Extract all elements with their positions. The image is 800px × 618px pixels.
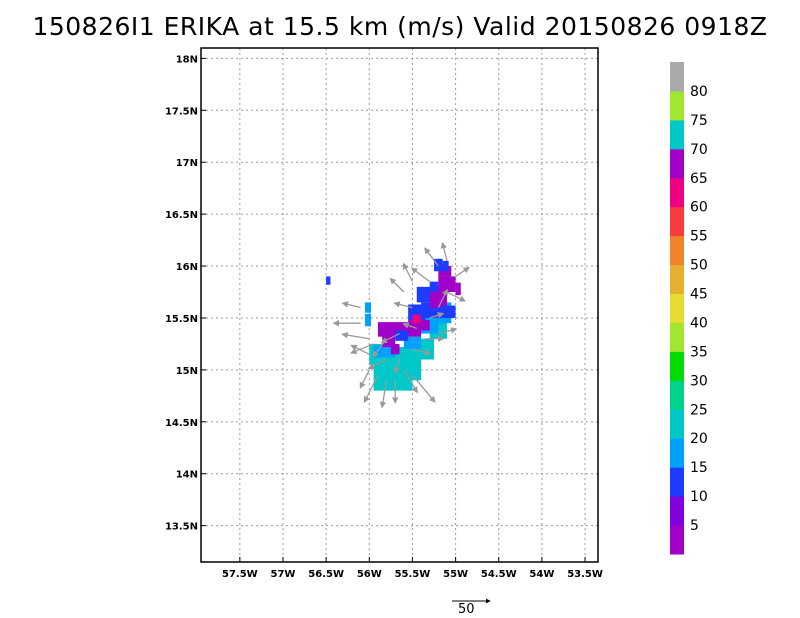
- colorbar-label: 25: [690, 402, 708, 418]
- colorbar-swatch: [670, 206, 684, 237]
- chart-title: 150826I1 ERIKA at 15.5 km (m/s) Valid 20…: [32, 12, 768, 41]
- wind-cell: [412, 314, 422, 324]
- x-tick-label: 56W: [357, 569, 382, 580]
- colorbar-swatch: [670, 525, 684, 555]
- wind-vector: [410, 267, 431, 283]
- colorbar-label: 5: [690, 518, 699, 534]
- wind-cell: [326, 276, 331, 285]
- color-bar: 5 10 15 20 25 30 35 40 45 50 55 60 65 70 75 80: [670, 62, 708, 555]
- colorbar-swatch: [670, 467, 684, 497]
- colorbar-label: 70: [690, 142, 708, 158]
- x-tick-label: 54W: [529, 569, 554, 580]
- colorbar-label: 60: [690, 200, 708, 216]
- colorbar-label: 40: [690, 315, 708, 331]
- colorbar-label: 50: [690, 258, 708, 274]
- colorbar-swatch: [670, 235, 684, 266]
- colorbar-swatch: [670, 293, 684, 323]
- colorbar-label: 15: [690, 460, 708, 476]
- wind-vector: [455, 266, 470, 277]
- wind-cell: [442, 305, 456, 318]
- wind-vector: [412, 348, 432, 356]
- wind-cell: [429, 281, 439, 293]
- wind-vector: [437, 288, 448, 308]
- colorbar-label: 80: [690, 84, 708, 100]
- wind-vector: [402, 322, 417, 329]
- y-tick-label: 15N: [176, 366, 198, 377]
- wind-cell: [408, 320, 430, 331]
- colorbar-label: 20: [690, 431, 708, 447]
- y-tick-label: 17.5N: [165, 106, 198, 117]
- wind-cell: [364, 302, 372, 313]
- plot-frame: [200, 47, 599, 563]
- wind-vector: [446, 291, 466, 302]
- colorbar-swatch: [670, 351, 684, 381]
- colorbar-swatch: [670, 264, 684, 295]
- x-tick-label: 56.5W: [308, 569, 344, 580]
- colorbar-swatch: [670, 177, 684, 208]
- wind-vector: [350, 343, 374, 354]
- colorbar-label: 75: [690, 113, 708, 129]
- colorbar-label: 65: [690, 171, 708, 187]
- wind-vector: [367, 358, 387, 370]
- wind-vector: [389, 277, 405, 293]
- wind-vector: [359, 369, 370, 389]
- y-tick-label: 18N: [176, 54, 198, 65]
- x-tick-label: 54.5W: [481, 569, 517, 580]
- wind-cell: [390, 343, 400, 355]
- y-tick-label: 16N: [176, 262, 198, 273]
- colorbar-swatch: [670, 148, 684, 179]
- wind-vector: [393, 359, 401, 375]
- x-tick-label: 57W: [271, 569, 296, 580]
- y-tick-label: 13.5N: [165, 522, 198, 533]
- wind-vector: [341, 331, 370, 340]
- wind-vectors: [332, 241, 470, 409]
- x-axis-ticks: 57.5W 57W 56.5W 56W 55.5W 55W 54.5W 54W 53.5W: [222, 557, 603, 580]
- wind-vector: [429, 312, 445, 319]
- colorbar-label: 10: [690, 489, 708, 505]
- wind-vector: [363, 374, 379, 404]
- colorbar-swatch: [670, 90, 684, 121]
- x-tick-label: 55.5W: [395, 569, 431, 580]
- x-tick-label: 57.5W: [222, 569, 258, 580]
- y-tick-label: 17N: [176, 158, 198, 169]
- wind-cell: [364, 313, 372, 327]
- wind-cell: [438, 276, 456, 293]
- wind-cell: [395, 330, 409, 341]
- reference-vector: 50: [452, 598, 491, 617]
- wind-speed-field: [326, 258, 461, 391]
- reference-label: 50: [458, 602, 475, 617]
- wind-cell: [455, 282, 461, 296]
- wind-vector: [393, 301, 413, 309]
- y-tick-label: 14.5N: [165, 418, 198, 429]
- y-tick-label: 15.5N: [165, 314, 198, 325]
- colorbar-swatch: [670, 119, 684, 150]
- colorbar-label: 45: [690, 287, 708, 303]
- colorbar-label: 30: [690, 373, 708, 389]
- wind-vector: [403, 369, 418, 394]
- colorbar-swatch: [670, 380, 684, 410]
- colorbar-label: 55: [690, 229, 708, 245]
- wind-vector: [440, 241, 448, 262]
- wind-vector: [411, 374, 436, 403]
- wind-vector: [438, 327, 458, 335]
- wind-vector: [379, 380, 388, 409]
- colorbar-label: 35: [690, 344, 708, 360]
- colorbar-swatch: [670, 322, 684, 352]
- wind-vector: [372, 338, 388, 358]
- colorbar-swatch: [670, 62, 684, 92]
- x-tick-label: 53.5W: [567, 569, 603, 580]
- wind-vector: [424, 247, 439, 267]
- y-tick-label: 14N: [176, 470, 198, 481]
- wind-cell: [442, 260, 449, 272]
- y-tick-label: 16.5N: [165, 210, 198, 221]
- wind-vector: [402, 262, 414, 282]
- colorbar-swatch: [670, 496, 684, 526]
- x-tick-label: 55W: [443, 569, 468, 580]
- y-axis-ticks: 13.5N 14N 14.5N 15N 15.5N 16N 16.5N 17N 17.5N 18N: [165, 54, 206, 533]
- wind-vector: [341, 301, 361, 309]
- colorbar-swatch: [670, 409, 684, 439]
- colorbar-swatch: [670, 438, 684, 468]
